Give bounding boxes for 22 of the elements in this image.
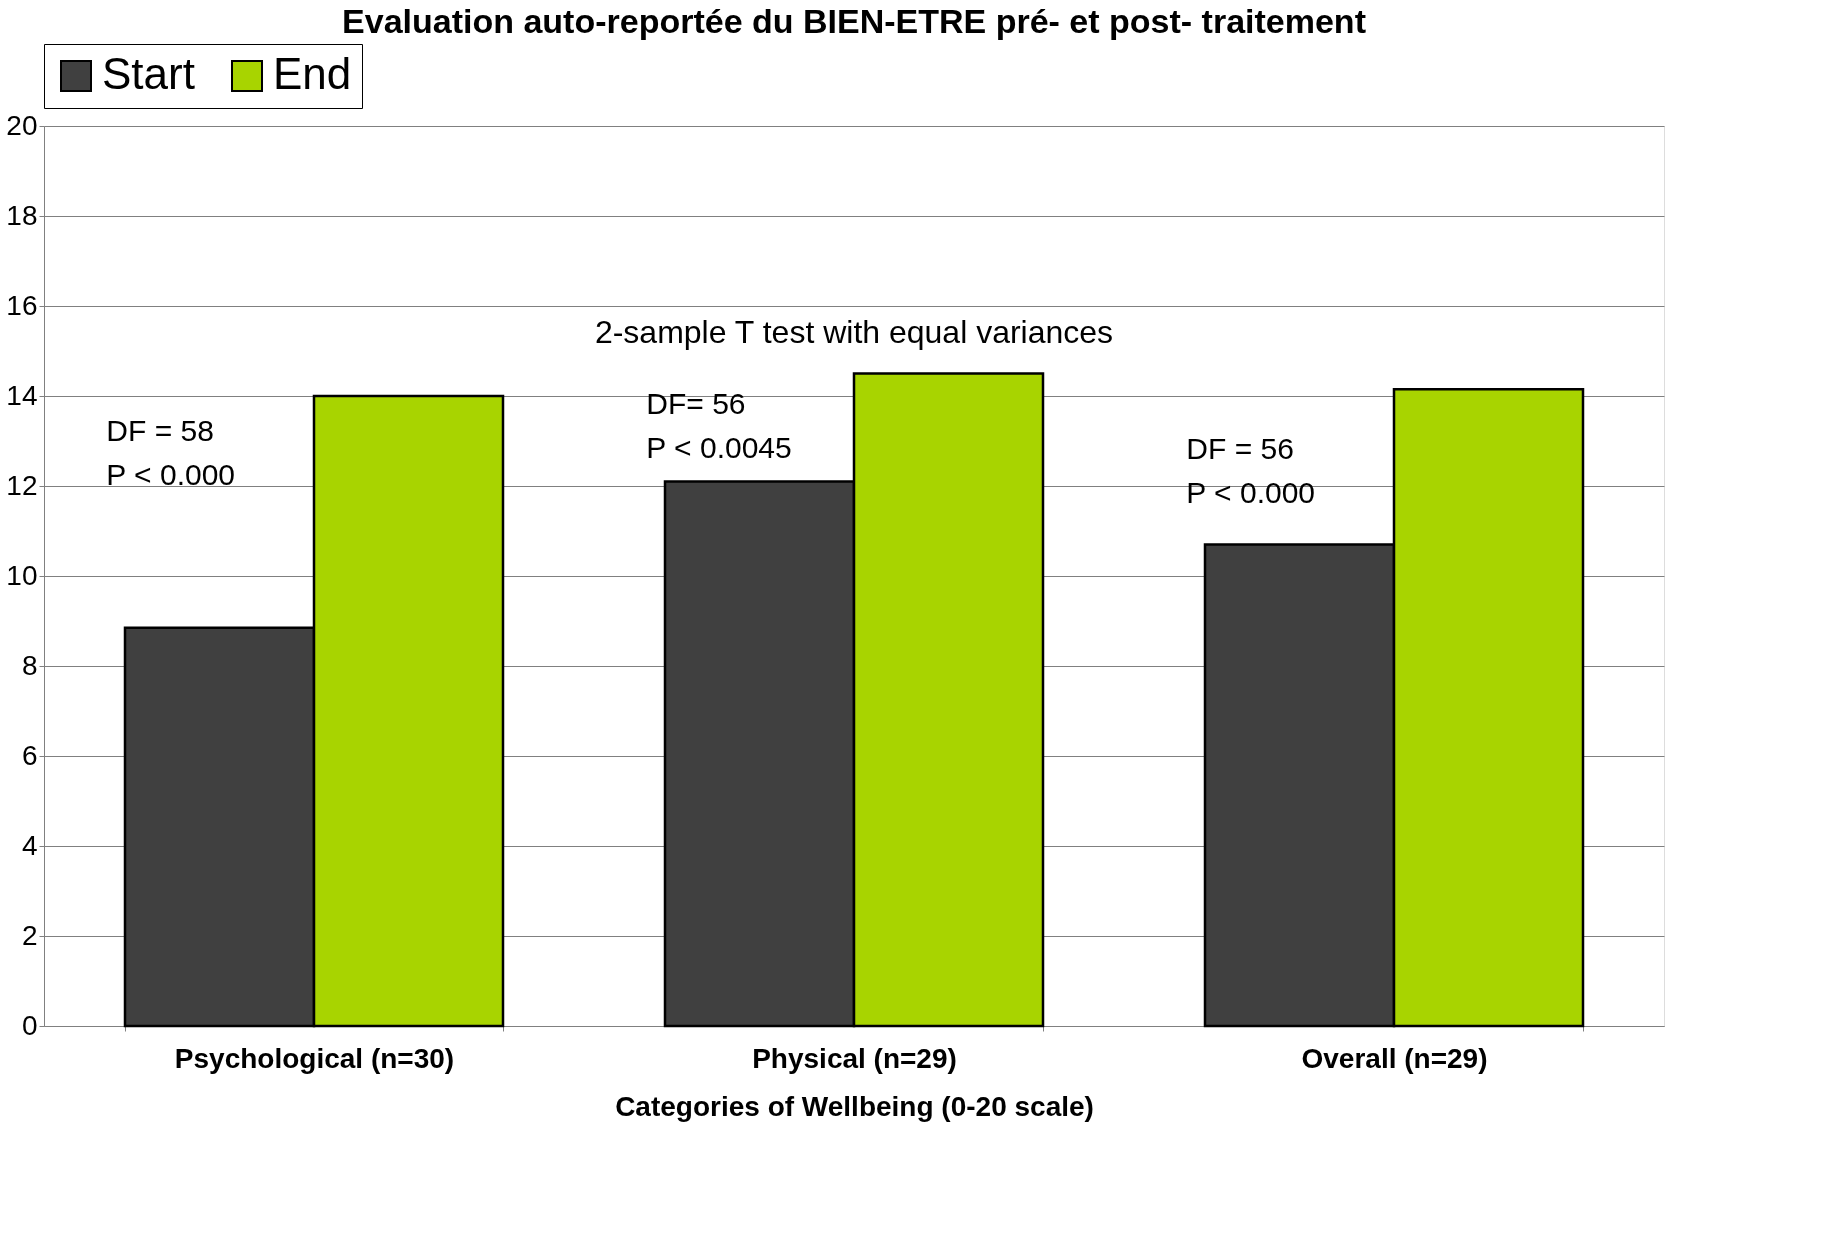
legend-label: End: [273, 49, 352, 98]
y-tick-label: 6: [21, 739, 38, 771]
annotation: 2-sample T test with equal variances: [594, 314, 1114, 350]
y-tick-label: 14: [6, 379, 38, 411]
y-tick-label: 20: [6, 109, 38, 141]
annotation: DF = 56 P < 0.000: [1186, 432, 1316, 509]
x-tick-label: Psychological (n=30): [174, 1042, 455, 1074]
y-tick-label: 8: [21, 649, 38, 681]
y-tick-label: 18: [6, 199, 38, 231]
y-tick-label: 4: [21, 829, 38, 861]
x-tick-label: Physical (n=29): [752, 1042, 957, 1074]
annotation: DF= 56 P < 0.0045: [646, 387, 792, 464]
y-tick-label: 10: [6, 559, 38, 591]
y-tick-label: 12: [6, 469, 38, 501]
legend-label: Start: [102, 49, 195, 98]
x-tick-label: Overall (n=29): [1301, 1042, 1488, 1074]
y-tick-label: 2: [21, 919, 38, 951]
annotation: DF = 58 P < 0.000: [106, 414, 236, 491]
y-tick-label: 16: [6, 289, 38, 321]
chart-title: Evaluation auto-reportée du BIEN-ETRE pré- et post- traitement: [342, 1, 1366, 40]
x-axis-title: Categories of Wellbeing (0-20 scale): [615, 1090, 1094, 1122]
y-tick-label: 0: [21, 1009, 38, 1041]
